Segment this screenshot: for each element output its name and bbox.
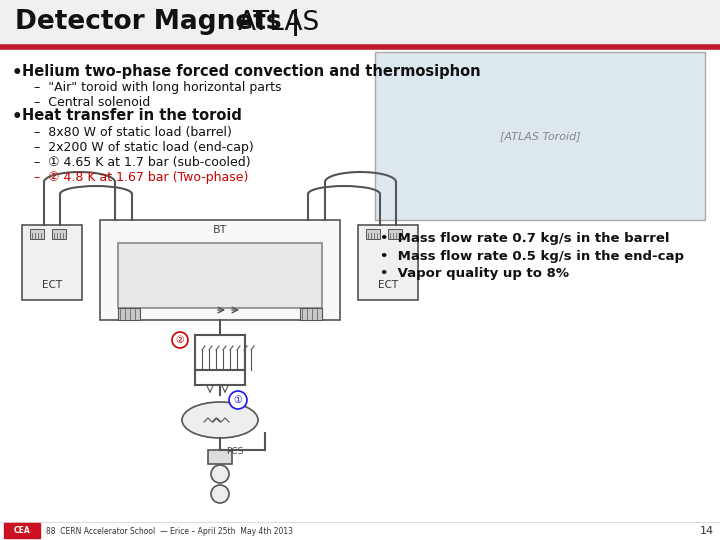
Bar [366, 229, 380, 239]
Text: •  Mass flow rate 0.7 kg/s in the barrel: • Mass flow rate 0.7 kg/s in the barrel [380, 232, 670, 245]
Circle shape [211, 465, 229, 483]
Bar [4, 523, 40, 538]
Text: [ATLAS Toroid]: [ATLAS Toroid] [500, 131, 580, 141]
Bar [0, 0, 720, 45]
Circle shape [211, 485, 229, 503]
Text: –  ① 4.65 K at 1.7 bar (sub-cooled): – ① 4.65 K at 1.7 bar (sub-cooled) [34, 156, 251, 169]
Text: Heat transfer in the toroid: Heat transfer in the toroid [22, 108, 242, 123]
Text: •: • [12, 64, 22, 82]
Circle shape [229, 391, 247, 409]
Text: 88  CERN Accelerator School  — Erice – April 25th  May 4th 2013: 88 CERN Accelerator School — Erice – Apr… [46, 526, 293, 536]
Text: CEA: CEA [14, 526, 30, 535]
Bar [30, 229, 44, 239]
Text: ECT: ECT [378, 280, 398, 290]
Bar [358, 225, 418, 300]
Bar [300, 308, 322, 320]
Bar [208, 450, 232, 464]
Bar [388, 229, 402, 239]
Text: –  Central solenoid: – Central solenoid [34, 96, 150, 109]
Bar [52, 229, 66, 239]
Ellipse shape [182, 402, 258, 438]
Text: ①: ① [233, 395, 243, 405]
Text: Helium two-phase forced convection and thermosiphon: Helium two-phase forced convection and t… [22, 64, 481, 79]
Text: –  ② 4.8 K at 1.67 bar (Two-phase): – ② 4.8 K at 1.67 bar (Two-phase) [34, 171, 248, 184]
Text: BT: BT [213, 225, 228, 235]
Text: •: • [12, 108, 22, 126]
Bar [118, 243, 322, 308]
Text: •  Mass flow rate 0.5 kg/s in the end-cap: • Mass flow rate 0.5 kg/s in the end-cap [380, 250, 684, 263]
Circle shape [172, 332, 188, 348]
Text: ECT: ECT [42, 280, 62, 290]
Text: 14: 14 [700, 526, 714, 536]
Text: Detector Magnets |: Detector Magnets | [15, 10, 310, 37]
Text: –  2x200 W of static load (end-cap): – 2x200 W of static load (end-cap) [34, 141, 253, 154]
Text: •  Vapor quality up to 8%: • Vapor quality up to 8% [380, 267, 569, 280]
Bar [100, 220, 340, 320]
Text: –  "Air" toroid with long horizontal parts: – "Air" toroid with long horizontal part… [34, 81, 282, 94]
Text: ②: ② [176, 335, 184, 345]
Text: PCS: PCS [226, 447, 243, 456]
Text: ATLAS: ATLAS [238, 10, 320, 36]
Bar [22, 225, 82, 300]
Bar [118, 308, 140, 320]
Bar [375, 52, 705, 220]
Text: –  8x80 W of static load (barrel): – 8x80 W of static load (barrel) [34, 126, 232, 139]
